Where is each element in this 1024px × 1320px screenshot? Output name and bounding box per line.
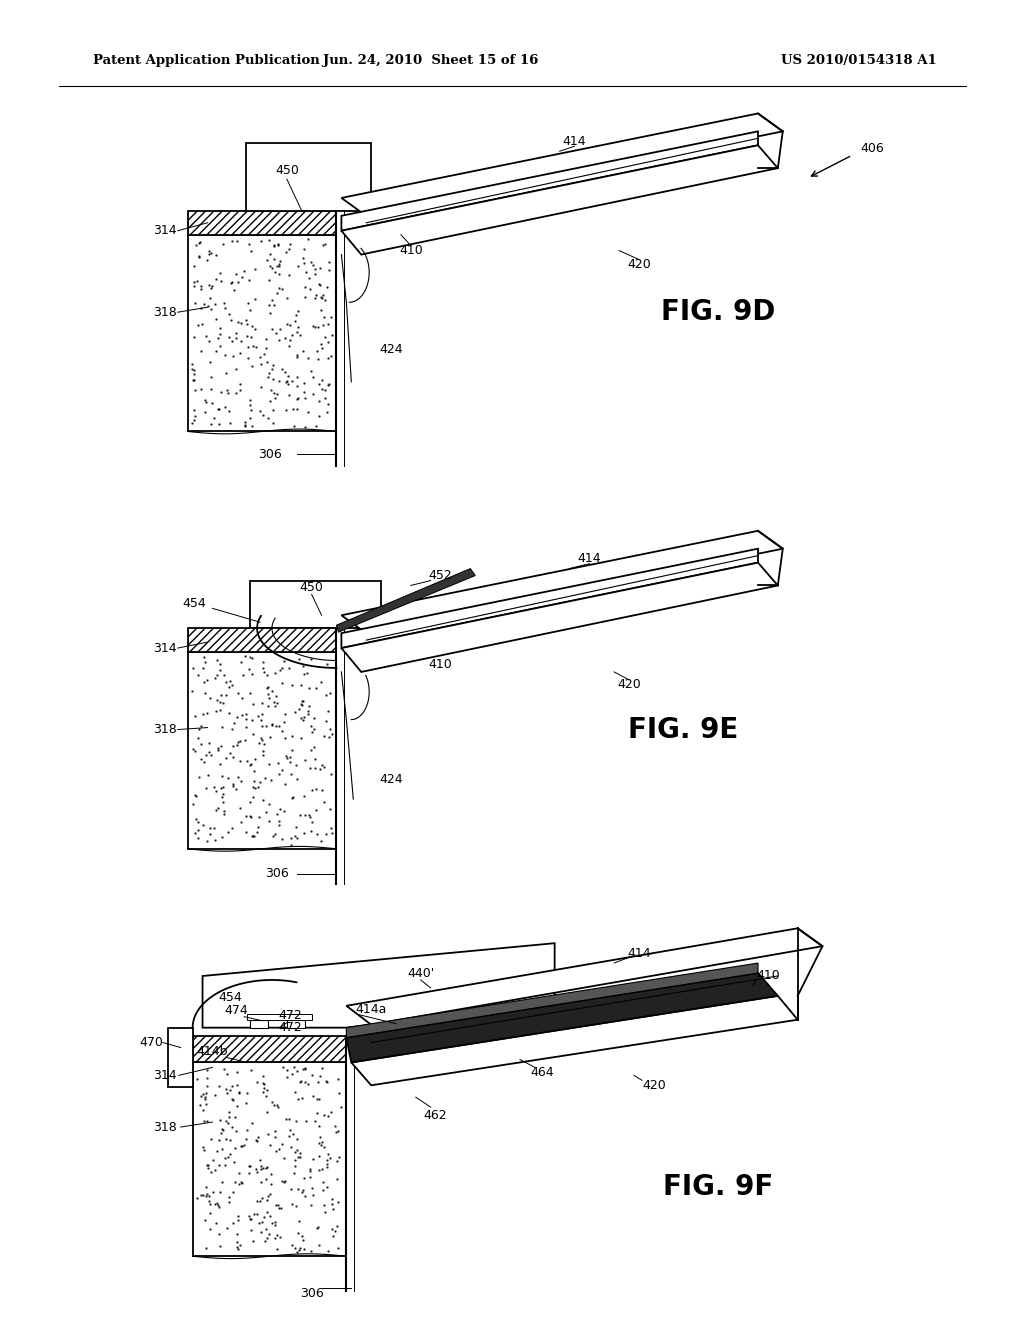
Text: 440': 440' — [408, 966, 434, 979]
Polygon shape — [168, 1028, 193, 1088]
Polygon shape — [341, 145, 778, 255]
Text: 424: 424 — [379, 772, 402, 785]
Bar — [187, 652, 337, 849]
Text: 472: 472 — [278, 1022, 302, 1034]
Text: 420: 420 — [642, 1078, 666, 1092]
Text: 414: 414 — [562, 135, 587, 148]
Text: 414b: 414b — [197, 1045, 228, 1059]
Bar — [193, 1036, 346, 1063]
Polygon shape — [351, 995, 798, 1085]
Polygon shape — [346, 928, 822, 1024]
Text: 314: 314 — [153, 224, 177, 238]
Text: Jun. 24, 2010  Sheet 15 of 16: Jun. 24, 2010 Sheet 15 of 16 — [323, 54, 539, 67]
Text: FIG. 9D: FIG. 9D — [662, 298, 775, 326]
Text: 306: 306 — [258, 447, 282, 461]
Polygon shape — [337, 569, 475, 632]
Text: 472: 472 — [278, 1010, 302, 1022]
Polygon shape — [341, 132, 758, 231]
Text: 452: 452 — [429, 569, 453, 582]
Bar — [247, 1014, 311, 1020]
Text: 318: 318 — [153, 306, 177, 318]
Text: 454: 454 — [218, 991, 243, 1005]
Polygon shape — [346, 964, 758, 1038]
Text: 414: 414 — [627, 946, 651, 960]
Text: FIG. 9E: FIG. 9E — [629, 715, 738, 743]
Text: 420: 420 — [617, 678, 641, 692]
Text: 410: 410 — [399, 244, 423, 257]
Text: 314: 314 — [153, 1069, 177, 1082]
Text: 414: 414 — [578, 552, 601, 565]
Polygon shape — [341, 114, 782, 216]
Text: 406: 406 — [860, 141, 884, 154]
Bar — [250, 1020, 268, 1028]
Text: US 2010/0154318 A1: US 2010/0154318 A1 — [780, 54, 937, 67]
Text: 450: 450 — [300, 581, 324, 594]
Text: 414a: 414a — [355, 1003, 387, 1016]
Polygon shape — [250, 581, 381, 628]
Text: 470: 470 — [139, 1036, 163, 1049]
Polygon shape — [341, 549, 758, 648]
Text: 306: 306 — [300, 1287, 324, 1300]
Text: 474: 474 — [224, 1005, 248, 1018]
Polygon shape — [341, 531, 782, 634]
Text: 450: 450 — [274, 164, 299, 177]
Bar — [187, 628, 337, 652]
Text: 424: 424 — [379, 343, 402, 356]
Text: 306: 306 — [265, 867, 289, 880]
Text: 314: 314 — [153, 642, 177, 655]
Text: FIG. 9F: FIG. 9F — [664, 1172, 773, 1201]
Text: 410: 410 — [429, 659, 453, 672]
Text: 454: 454 — [182, 597, 207, 610]
Text: Patent Application Publication: Patent Application Publication — [93, 54, 321, 67]
Text: 410: 410 — [756, 969, 779, 982]
Polygon shape — [246, 144, 371, 211]
Bar — [187, 235, 337, 432]
Text: 420: 420 — [627, 257, 651, 271]
Text: 318: 318 — [153, 723, 177, 737]
Polygon shape — [341, 562, 778, 672]
Bar — [187, 211, 337, 235]
Text: 318: 318 — [153, 1121, 177, 1134]
Bar — [287, 1020, 305, 1028]
Polygon shape — [203, 944, 555, 1028]
Text: 464: 464 — [530, 1065, 554, 1078]
Polygon shape — [346, 973, 778, 1063]
Bar — [193, 1063, 346, 1257]
Text: 462: 462 — [424, 1109, 447, 1122]
